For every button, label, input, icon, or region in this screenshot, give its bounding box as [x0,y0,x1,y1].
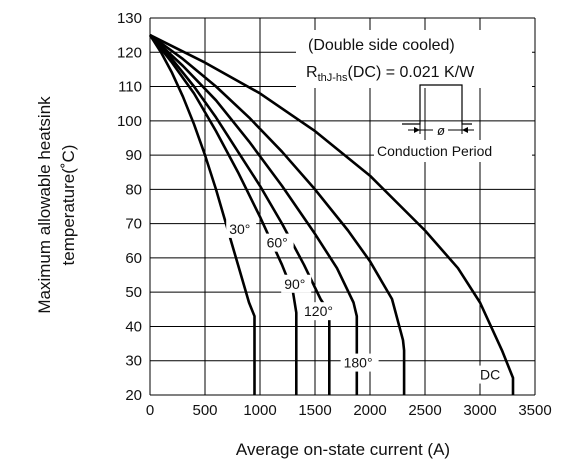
y-tick-label-10: 120 [117,44,142,61]
series-label-bg-0 [226,219,257,238]
y-tick-label-3: 50 [125,284,142,301]
curves [148,33,515,395]
series-label-bg-1 [263,233,294,252]
waveform-label-background [374,140,532,162]
x-tick-label-6: 3000 [463,402,496,419]
series-label-bg-3 [301,302,339,321]
y-axis-title-line-1: Maximum allowable heatsink [35,96,54,314]
x-tick-label-5: 2500 [408,402,441,419]
y-tick-label-1: 30 [125,353,142,370]
conduction-arrowhead-right [462,127,468,133]
series-label-3: 120° [304,303,333,319]
y-tick-label-5: 70 [125,216,142,233]
series-label-5: DC [480,367,500,383]
tick-labels: 0 500 1000 1500 2000 2500 3000 3500 20 30 40 50 60 70… [117,10,552,419]
x-tick-label-7: 3500 [518,402,551,419]
y-tick-label-11: 130 [117,10,142,27]
y-tick-label-0: 20 [125,387,142,404]
series-line-4 [149,34,406,395]
resistance-subscript: thJ-hs [318,72,348,84]
series-label-bg-4 [340,353,379,372]
y-tick-label-9: 110 [118,79,142,96]
y-tick-label-8: 100 [117,113,142,130]
x-tick-label-4: 2000 [353,402,386,419]
x-tick-label-0: 0 [146,402,154,419]
series-label-4: 180° [344,355,373,371]
curve-labels: 30° 60° 90° 120° 180° DC [226,219,500,384]
x-tick-label-1: 500 [192,402,217,419]
x-axis-title: Average on-state current (A) [236,440,450,459]
resistance-suffix: (DC) = 0.021 K/W [348,64,476,81]
waveform-label: Conduction Period [377,143,492,159]
annotation-condition: (Double side cooled) [308,37,455,54]
series-label-1: 60° [267,235,288,251]
series-label-bg-2 [281,274,312,293]
y-tick-label-7: 90 [125,147,142,164]
annotation-resistance: RthJ-hs(DC) = 0.021 K/W [306,64,475,84]
series-label-2: 90° [284,276,305,292]
phi-symbol: ø [437,123,445,138]
series-label-0: 30° [229,221,250,237]
resistance-prefix: R [306,64,318,81]
conduction-waveform [402,84,472,125]
series-line-3 [149,34,359,395]
series-line-1 [148,34,298,395]
x-tick-label-3: 1500 [298,402,331,419]
y-tick-label-2: 40 [125,318,142,335]
series-line-0 [148,34,256,395]
annotation-background [296,30,532,88]
conduction-arrowhead-left [414,127,420,133]
x-tick-label-2: 1000 [243,402,276,419]
y-tick-label-6: 80 [125,181,142,198]
y-axis-title-line-2: temperature(˚C) [59,145,78,266]
y-tick-label-4: 60 [125,250,142,267]
series-line-5 [149,33,515,395]
series-label-bg-5 [477,365,499,384]
